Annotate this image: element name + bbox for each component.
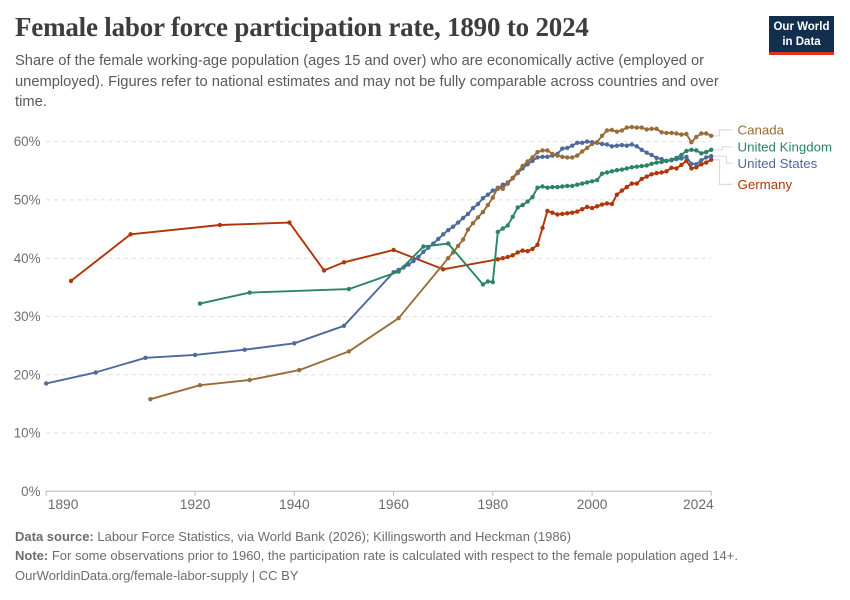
svg-text:1940: 1940 — [279, 497, 310, 512]
svg-text:United States: United States — [738, 156, 818, 171]
svg-text:United Kingdom: United Kingdom — [738, 140, 833, 155]
svg-text:30%: 30% — [14, 309, 41, 324]
svg-text:2024: 2024 — [683, 497, 714, 512]
svg-text:1890: 1890 — [48, 497, 79, 512]
svg-text:20%: 20% — [14, 367, 41, 382]
svg-text:10%: 10% — [14, 426, 41, 441]
svg-text:40%: 40% — [14, 251, 41, 266]
svg-text:1980: 1980 — [477, 497, 508, 512]
svg-text:0%: 0% — [21, 484, 40, 499]
svg-text:Canada: Canada — [738, 123, 785, 138]
svg-text:1960: 1960 — [378, 497, 409, 512]
svg-text:50%: 50% — [14, 193, 41, 208]
svg-text:Germany: Germany — [738, 177, 793, 192]
svg-text:60%: 60% — [14, 134, 41, 149]
svg-text:1920: 1920 — [180, 497, 211, 512]
svg-text:2000: 2000 — [577, 497, 608, 512]
